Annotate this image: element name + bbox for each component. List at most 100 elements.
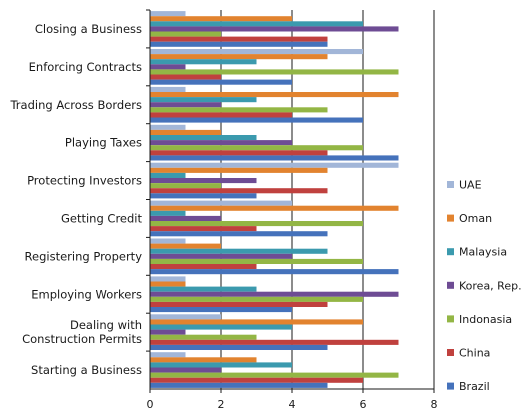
- bar: [150, 124, 186, 130]
- bar: [150, 41, 328, 47]
- bar: [150, 253, 292, 259]
- bar: [150, 172, 186, 178]
- category-labels: Closing a Business Enforcing Contracts Tra…: [9, 22, 142, 377]
- bar: [150, 296, 363, 302]
- category-label: Closing a Business: [35, 22, 142, 36]
- bar: [150, 21, 363, 27]
- bar: [150, 11, 186, 17]
- bar: [150, 377, 363, 383]
- bar: [150, 281, 186, 287]
- bar: [150, 238, 186, 244]
- legend-swatch: [447, 214, 454, 222]
- bar: [150, 319, 363, 325]
- bar: [150, 215, 221, 221]
- category-label: Trading Across Borders: [9, 98, 142, 112]
- bar: [150, 243, 221, 249]
- bar: [150, 140, 292, 146]
- legend-label: UAE: [459, 179, 482, 192]
- bar: [150, 258, 363, 264]
- bar: [150, 92, 399, 98]
- bar: [150, 167, 328, 173]
- bar: [150, 145, 363, 151]
- bar: [150, 339, 399, 345]
- bar: [150, 372, 399, 378]
- bar: [150, 59, 257, 65]
- legend-label: Malaysia: [459, 246, 507, 259]
- bar: [150, 221, 363, 227]
- bar: [150, 329, 186, 335]
- bar: [150, 188, 328, 194]
- bar: [150, 31, 221, 37]
- bar: [150, 64, 186, 70]
- bar: [150, 102, 221, 108]
- bar: [150, 86, 186, 92]
- bar: [150, 155, 399, 161]
- legend-label: Oman: [459, 212, 492, 225]
- bar: [150, 205, 399, 211]
- bar: [150, 36, 328, 42]
- bar: [150, 307, 292, 313]
- bar: [150, 344, 328, 350]
- bar: [150, 231, 328, 237]
- category-label: Playing Taxes: [65, 136, 142, 150]
- legend-swatch: [447, 181, 454, 188]
- legend-label: China: [459, 347, 490, 360]
- bar: [150, 248, 328, 254]
- category-label: Getting Credit: [61, 211, 143, 225]
- x-tick-label: 0: [147, 398, 154, 411]
- bar: [150, 200, 292, 206]
- legend-label: Korea, Rep.: [459, 279, 522, 292]
- bar: [150, 352, 186, 358]
- bar: [150, 49, 363, 55]
- x-tick-label: 2: [218, 398, 225, 411]
- bar: [150, 301, 328, 307]
- bar: [150, 162, 399, 168]
- bar: [150, 150, 328, 156]
- x-tick-label: 6: [360, 398, 367, 411]
- bar: [150, 334, 257, 340]
- bar: [150, 367, 221, 373]
- legend-swatch: [447, 382, 454, 390]
- bars: [150, 11, 399, 388]
- x-tick-label: 4: [289, 398, 296, 411]
- category-label: Dealing with Construction Permits: [22, 318, 142, 346]
- bar: [150, 382, 328, 388]
- category-label: Protecting Investors: [27, 174, 142, 188]
- bar: [150, 357, 257, 363]
- bar: [150, 264, 257, 270]
- bar: [150, 210, 186, 216]
- legend-swatch: [447, 248, 454, 256]
- bar: [150, 193, 257, 199]
- bar: [150, 269, 399, 275]
- bar: [150, 226, 257, 232]
- bar: [150, 276, 186, 282]
- bar: [150, 97, 257, 103]
- bar: [150, 314, 221, 320]
- bar: [150, 129, 221, 135]
- axes: [146, 9, 435, 393]
- bar: [150, 16, 292, 22]
- bar: [150, 178, 257, 184]
- bar: [150, 54, 328, 60]
- category-label: Starting a Business: [31, 363, 142, 377]
- bar: [150, 183, 221, 189]
- tick-labels: 0 2 4 6 8: [147, 398, 438, 411]
- bar: [150, 135, 257, 141]
- bar: [150, 324, 292, 330]
- legend-swatch: [447, 315, 454, 323]
- bar: [150, 286, 257, 292]
- legend: UAE Oman Malaysia Korea, Rep. Indonasia China…: [447, 179, 522, 393]
- legend-swatch: [447, 349, 454, 356]
- gridlines: [220, 10, 435, 389]
- bar: [150, 112, 292, 118]
- legend-swatch: [447, 281, 454, 289]
- bar: [150, 26, 399, 32]
- x-tick-label: 8: [431, 398, 438, 411]
- bar: [150, 362, 292, 368]
- legend-label: Indonasia: [459, 313, 512, 326]
- bar: [150, 79, 292, 85]
- category-label: Registering Property: [25, 249, 143, 263]
- bar: [150, 107, 328, 113]
- bar: [150, 117, 363, 123]
